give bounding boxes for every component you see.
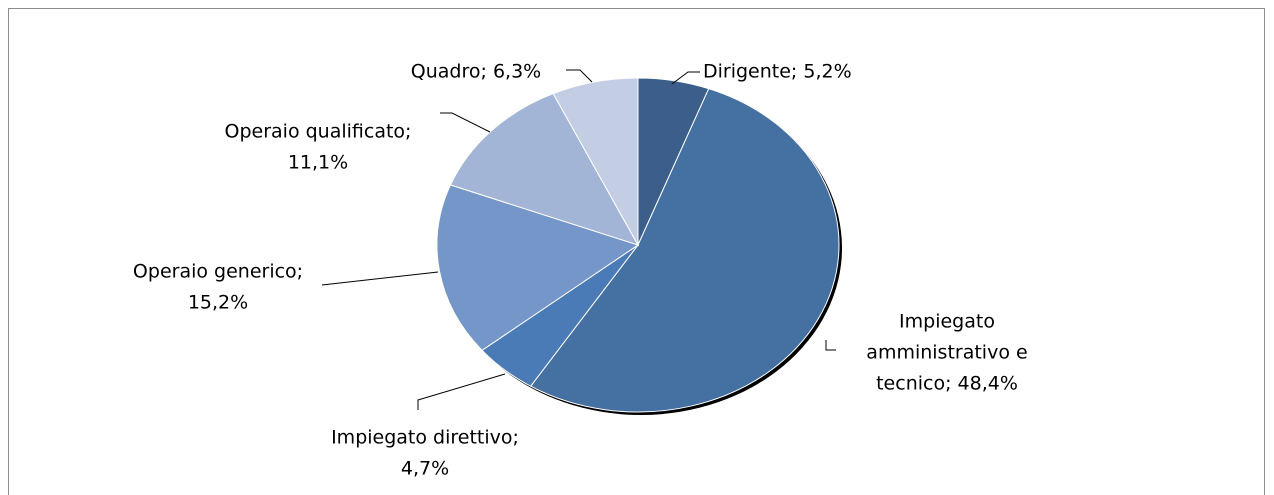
data-label: amministrativo e bbox=[866, 342, 1027, 364]
data-label: Quadro; 6,3% bbox=[411, 61, 541, 83]
pie-slice bbox=[436, 184, 640, 351]
leader-line bbox=[566, 69, 593, 83]
leader-line bbox=[440, 112, 491, 133]
chart-frame bbox=[8, 8, 1265, 495]
data-label: Impiegato bbox=[899, 311, 995, 333]
data-label: 15,2% bbox=[188, 292, 248, 314]
leader-line bbox=[825, 340, 836, 351]
data-label: Operaio generico; bbox=[133, 261, 303, 283]
leader-line bbox=[321, 271, 439, 286]
pie-slice bbox=[529, 88, 840, 413]
data-label: tecnico; 48,4% bbox=[876, 373, 1018, 395]
data-label: Operaio qualificato; bbox=[225, 121, 412, 143]
data-label: Impiegato direttivo; bbox=[331, 427, 519, 449]
data-label: 11,1% bbox=[288, 152, 348, 174]
data-label: 4,7% bbox=[401, 458, 449, 480]
pie-slice bbox=[449, 92, 640, 246]
data-label: Dirigente; 5,2% bbox=[703, 61, 852, 83]
leader-line bbox=[671, 71, 700, 85]
pie-slice bbox=[552, 77, 639, 247]
leader-line bbox=[417, 373, 506, 410]
